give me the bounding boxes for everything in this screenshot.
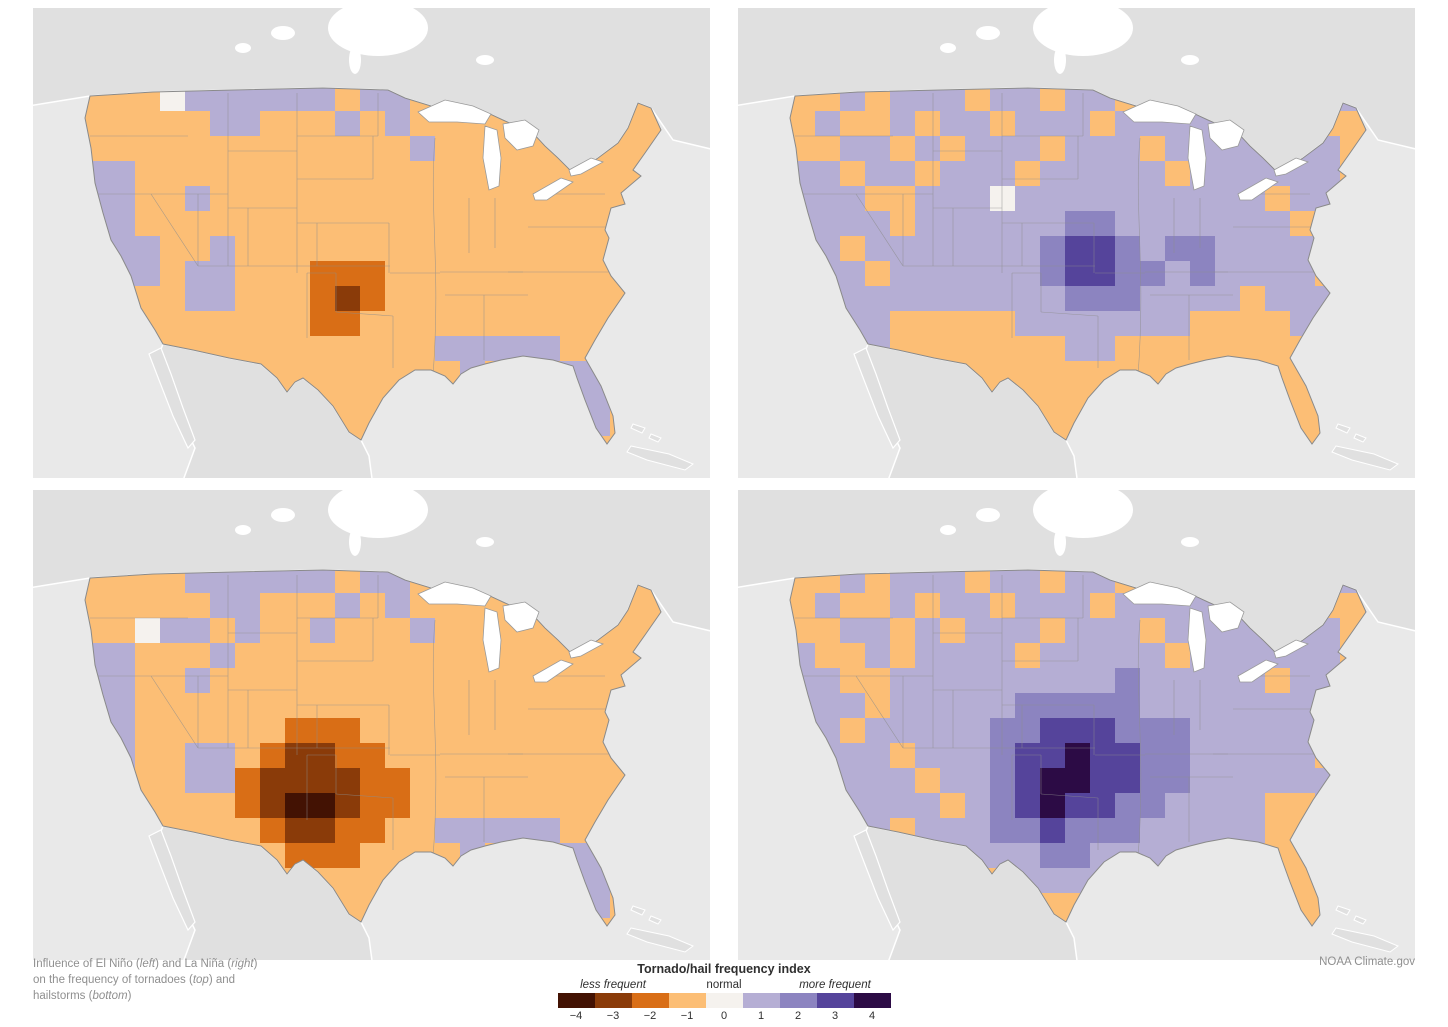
legend-color-segment bbox=[853, 993, 891, 1008]
legend-normal-label: normal bbox=[706, 979, 742, 991]
map-el-nino-tornadoes-svg bbox=[33, 8, 710, 478]
legend-tick: −1 bbox=[680, 1010, 694, 1022]
map-la-nina-hailstorms bbox=[738, 490, 1415, 960]
legend-tick: −4 bbox=[569, 1010, 583, 1022]
legend-color-segment bbox=[594, 993, 632, 1008]
legend-tick-labels: −4 −3 −2 −1 0 1 2 3 4 bbox=[558, 1010, 891, 1022]
legend-color-segment bbox=[779, 993, 817, 1008]
map-la-nina-tornadoes bbox=[738, 8, 1415, 478]
figure-caption: Influence of El Niño (left) and La Niña … bbox=[33, 958, 258, 1003]
legend: Tornado/hail frequency index less freque… bbox=[534, 962, 914, 1022]
legend-tick: 4 bbox=[868, 1010, 876, 1022]
legend-title: Tornado/hail frequency index bbox=[637, 962, 811, 976]
legend-tick: 1 bbox=[757, 1010, 765, 1022]
legend-tick: 2 bbox=[794, 1010, 802, 1022]
legend-less-label: less frequent bbox=[580, 979, 646, 991]
credit: NOAA Climate.gov bbox=[1319, 956, 1415, 968]
legend-tick: 0 bbox=[720, 1010, 728, 1022]
legend-more-label: more frequent bbox=[799, 979, 871, 991]
map-el-nino-tornadoes bbox=[33, 8, 710, 478]
legend-color-segment bbox=[816, 993, 854, 1008]
map-la-nina-tornadoes-svg bbox=[738, 8, 1415, 478]
legend-color-segment bbox=[705, 993, 743, 1008]
legend-color-segment bbox=[742, 993, 780, 1008]
map-el-nino-hailstorms-svg bbox=[33, 490, 710, 960]
legend-color-segment bbox=[557, 993, 595, 1008]
legend-color-segment bbox=[668, 993, 706, 1008]
legend-tick: −2 bbox=[643, 1010, 657, 1022]
legend-labels: less frequent normal more frequent bbox=[558, 979, 891, 991]
legend-color-segment bbox=[631, 993, 669, 1008]
map-el-nino-hailstorms bbox=[33, 490, 710, 960]
legend-colorbar bbox=[557, 993, 891, 1008]
legend-tick: 3 bbox=[831, 1010, 839, 1022]
maps-grid bbox=[33, 8, 1415, 960]
map-la-nina-hailstorms-svg bbox=[738, 490, 1415, 960]
legend-tick: −3 bbox=[606, 1010, 620, 1022]
